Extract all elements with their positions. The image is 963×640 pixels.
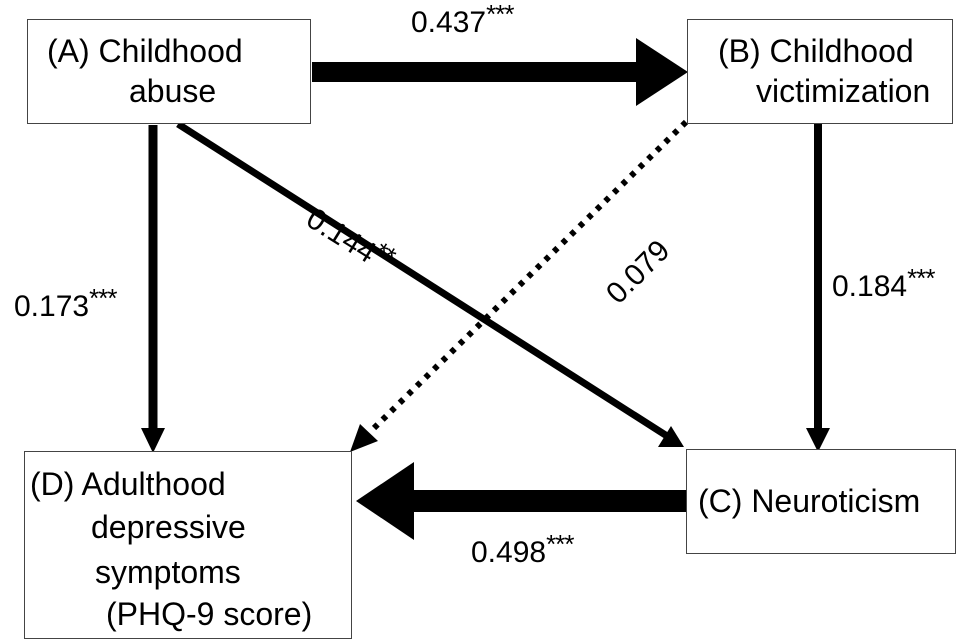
arrow-a-to-b [312,38,688,106]
arrow-a-to-d [141,125,165,453]
coef-a-to-d-sig: *** [89,283,117,313]
node-a-label-line1: (A) Childhood [47,33,243,69]
arrow-c-to-d [356,462,688,540]
node-c-box [686,449,956,554]
node-d-label-line3: symptoms [95,554,241,590]
coef-c-to-d-value: 0.498 [471,536,547,569]
coef-a-to-b: 0.437*** [411,0,514,40]
node-d-box [24,451,352,639]
node-d-label-line2: depressive [91,509,246,545]
node-d-label-line4: (PHQ-9 score) [106,596,313,632]
node-d-label-line1: (D) Adulthood [30,466,226,502]
coef-a-to-b-sig: *** [486,0,514,29]
node-b-label-line1: (B) Childhood [718,33,914,69]
node-b-box [687,19,953,124]
coef-c-to-d-sig: *** [546,529,574,559]
arrow-b-to-c [806,124,830,452]
coef-a-to-d-value: 0.173 [14,290,90,323]
coef-b-to-c-value: 0.184 [832,270,908,303]
arrow-a-to-c [176,121,684,447]
coef-a-to-b-value: 0.437 [411,6,487,39]
node-b-label-line2: victimization [756,73,931,109]
coef-b-to-c: 0.184*** [832,263,935,304]
node-c-label: (C) Neuroticism [698,483,921,519]
arrow-b-to-d [350,119,689,452]
node-a-label-line2: abuse [129,73,217,109]
coef-b-to-c-sig: *** [907,263,935,293]
node-a-box [27,19,311,124]
coef-c-to-d: 0.498*** [471,529,574,570]
coef-a-to-d: 0.173*** [14,283,117,324]
